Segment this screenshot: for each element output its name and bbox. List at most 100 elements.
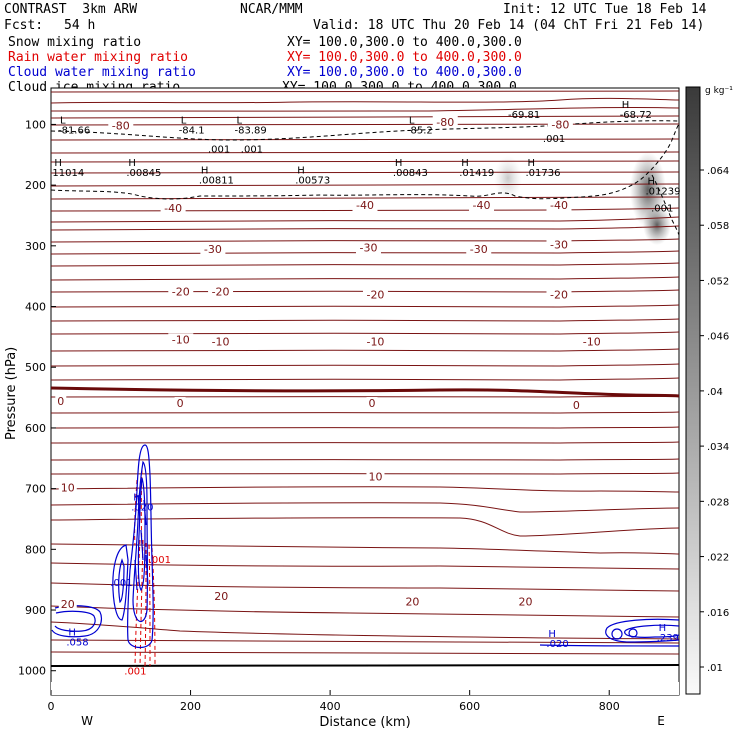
temperature-label: -30 [550, 239, 568, 252]
field-cloudwater-name: Cloud water mixing ratio [8, 65, 196, 80]
temperature-label-bg [174, 397, 186, 410]
y-tick-label: 1000 [18, 665, 46, 678]
temperature-contour-line [51, 651, 679, 655]
temperature-label-bg [432, 115, 458, 128]
x-tick-label: 800 [599, 700, 620, 713]
extremum-mark: H [527, 158, 535, 169]
extremum-value: .01239 [646, 186, 681, 197]
colorbar [685, 86, 701, 695]
extremum-value: .01736 [525, 168, 560, 179]
cloud-water-contour-line [611, 628, 623, 640]
temperature-label: -10 [583, 336, 601, 349]
rain-contour-line [144, 542, 147, 667]
temperature-contour-line [51, 502, 679, 513]
temperature-contour-line [51, 151, 679, 154]
temperature-label-bg [352, 199, 378, 212]
extremum-mark: H [622, 100, 630, 111]
cloud-water-contours [51, 444, 679, 649]
colorbar-ticks: .064 .058 .052 .046 .04 .034 .028 .022 .016 .01 [700, 166, 729, 674]
temperature-contour-line [51, 458, 679, 461]
temperature-label: 20 [214, 590, 228, 603]
x-tick-label: 0 [48, 700, 55, 713]
temperature-contour-line [51, 115, 679, 119]
extremum-mark: H [648, 176, 656, 187]
temperature-contour-line [51, 304, 679, 308]
temperature-label: 0 [368, 397, 375, 410]
below-ground-blank [51, 682, 679, 695]
colorbar-tick-label: .058 [707, 221, 729, 232]
cloud-water-contour-line [539, 644, 679, 647]
extremum-value: -81.66 [58, 126, 90, 137]
extremum-value: -83.89 [235, 126, 267, 137]
y-tick-label: 900 [25, 604, 46, 617]
temperature-contour-line [51, 517, 679, 537]
ice-contour-label: .001 [241, 145, 263, 156]
extremum-value: -84.1 [179, 126, 205, 137]
ice-shading-lower [643, 205, 671, 245]
temperature-label-bg [168, 285, 194, 298]
temperature-label: 0 [57, 395, 64, 408]
temperature-label-bg [362, 288, 388, 301]
cloud-water-mark: H [548, 629, 556, 640]
zero-degree-contour [51, 386, 679, 398]
cloud-water-contour-line [605, 618, 679, 643]
temperature-label-bg [546, 238, 572, 251]
extremum-mark: H [201, 165, 209, 176]
ice-shading-minor [494, 156, 522, 200]
temperature-contour-line [51, 486, 679, 493]
cloud-water-label: .239 [657, 633, 679, 644]
rain-contour-line [148, 544, 151, 667]
colorbar-tick-label: .04 [707, 387, 723, 398]
temperature-labels: -80 -80 -80 -40 -40 -40 -40 -30 -30 -30 -30 -20 -20 -… [55, 115, 605, 611]
forecast-label: Fcst: [4, 18, 44, 33]
colorbar-tick-label: .064 [707, 166, 729, 177]
ground-line [51, 664, 679, 667]
y-tick-label: 300 [25, 240, 46, 253]
extremum-value: .01419 [459, 168, 494, 179]
organization: NCAR/MMM [240, 2, 303, 17]
ice-dashed-contours [51, 120, 679, 236]
temperature-label: -40 [473, 199, 491, 212]
temperature-contour-line [51, 250, 679, 255]
temperature-label: 20 [61, 598, 75, 611]
temperature-label: -80 [436, 116, 454, 129]
temperature-label: -20 [366, 288, 384, 301]
field-snow-name: Snow mixing ratio [8, 35, 142, 50]
cloud-water-label: .001 [110, 578, 132, 589]
ice-contour-labels: .001 .001 .001 [208, 134, 565, 156]
extremum-mark: H [297, 165, 305, 176]
extremum-value: -68.72 [620, 110, 652, 121]
y-axis: 100 200 300 400 500 600 700 800 900 1000 [18, 118, 56, 678]
extremum-value: -85.2 [407, 126, 433, 137]
extremum-mark: L [237, 116, 243, 127]
temperature-label-bg [208, 335, 234, 348]
temperature-label-bg [547, 118, 573, 131]
extremum-mark: H [395, 158, 403, 169]
y-tick-label: 100 [25, 118, 46, 131]
x-tick-label: 600 [459, 700, 480, 713]
extremum-mark: H [54, 158, 62, 169]
y-tick-label: 600 [25, 422, 46, 435]
temperature-label-bg [362, 335, 388, 348]
temperature-label: 0 [177, 397, 184, 410]
temperature-contour-line [51, 106, 679, 112]
temperature-contour-line [51, 97, 679, 104]
extremum-mark: L [409, 116, 415, 127]
cloud-water-contour-line [54, 610, 96, 632]
field-snow-xy: XY= 100.0,300.0 to 400.0,300.0 [287, 35, 522, 50]
y-tick-label: 500 [25, 361, 46, 374]
temperature-label: -80 [112, 120, 130, 133]
temperature-label-bg [355, 241, 381, 254]
cloud-water-contour-line [628, 628, 638, 638]
temperature-label: 20 [405, 596, 419, 609]
rain-water-labels: .001 .001 [124, 555, 171, 678]
cloud-water-mark: H [68, 627, 76, 638]
colorbar-tick-label: .01 [707, 663, 723, 674]
colorbar-tick-label: .028 [707, 497, 729, 508]
temperature-label: -10 [212, 336, 230, 349]
temperature-label-bg [546, 199, 572, 212]
temperature-label: 10 [61, 481, 75, 494]
cloud-water-contour-line [132, 460, 149, 622]
colorbar-tick-label: .052 [707, 276, 729, 287]
extremum-value: .00843 [393, 168, 428, 179]
